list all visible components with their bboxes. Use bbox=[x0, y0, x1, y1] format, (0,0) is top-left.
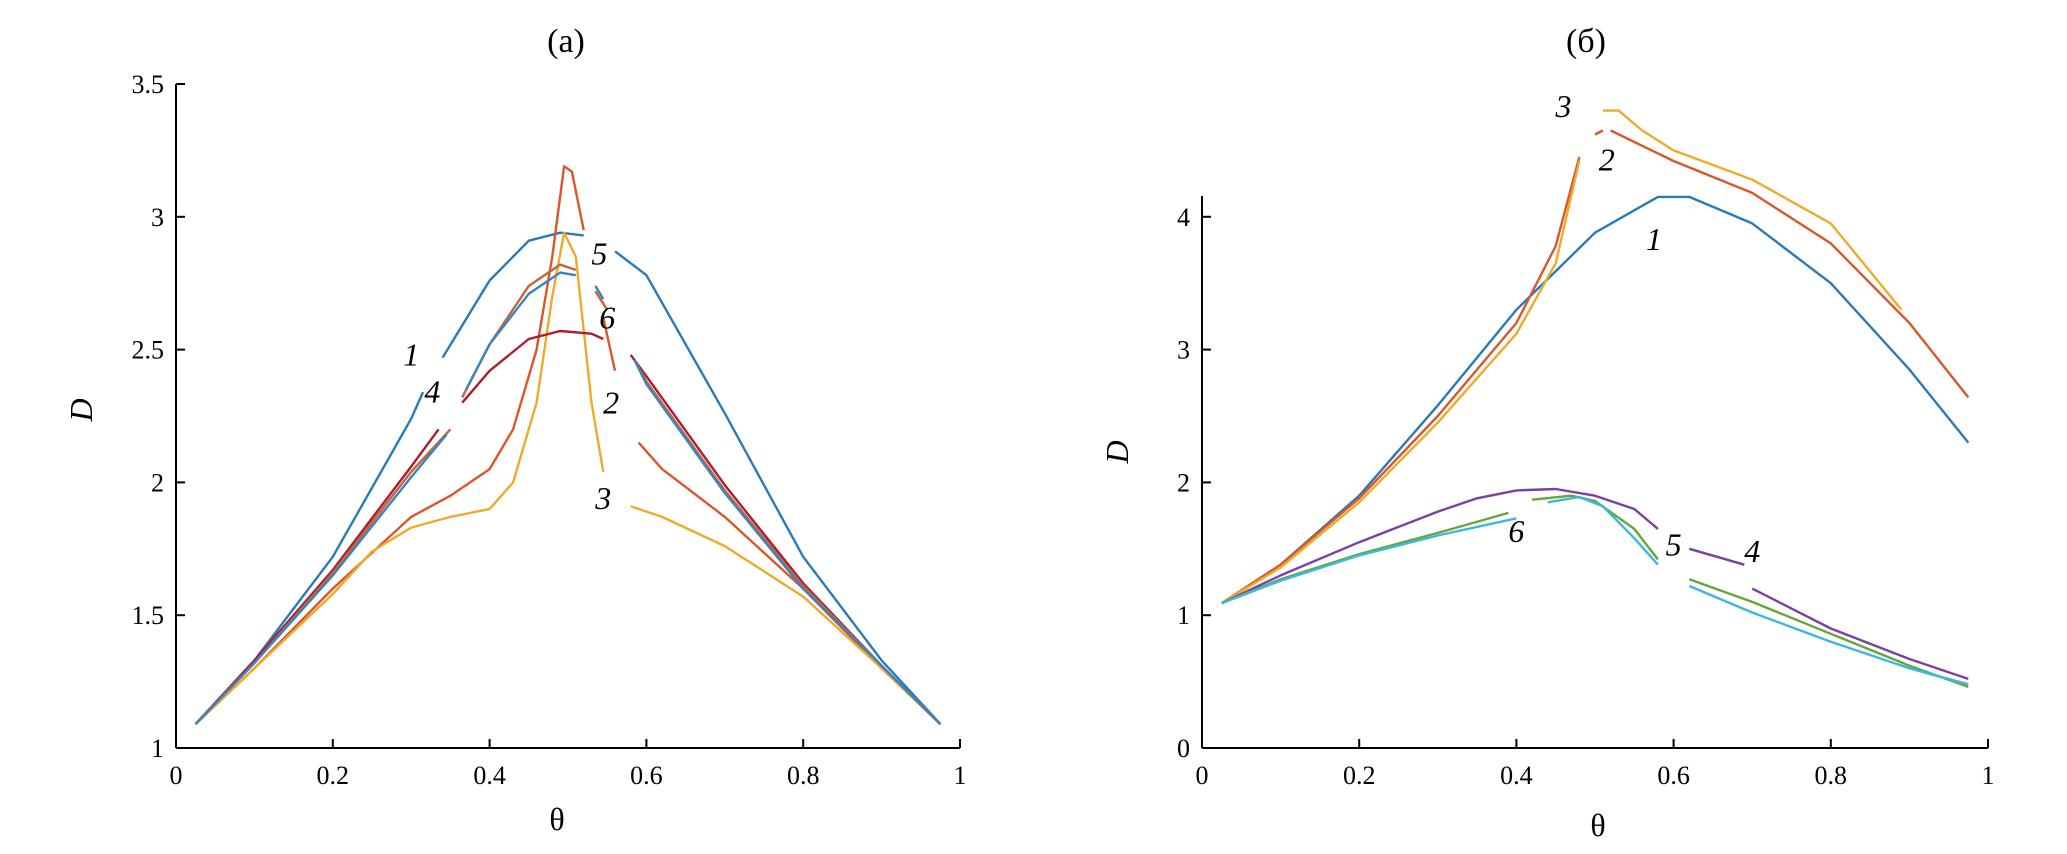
axes bbox=[175, 84, 960, 749]
x-tick-label: 0.4 bbox=[473, 761, 506, 790]
series-6-line bbox=[633, 359, 942, 725]
series-3-line bbox=[630, 505, 942, 725]
x-tick-label: 0.2 bbox=[317, 761, 350, 790]
series-2-line bbox=[1610, 129, 1970, 399]
series-3-line bbox=[1602, 109, 1903, 311]
x-tick-label: 0.6 bbox=[1657, 761, 1690, 790]
series-5-line bbox=[1688, 578, 1969, 689]
series-4-line bbox=[629, 354, 942, 725]
curve-label: 4 bbox=[1744, 533, 1760, 569]
curve-label: 6 bbox=[1508, 513, 1524, 549]
series-6-line bbox=[194, 433, 448, 725]
curve-labels: 1 2 3 4 5 6 bbox=[403, 236, 619, 516]
plot-series bbox=[194, 165, 942, 725]
y-tick-label: 3.5 bbox=[132, 70, 165, 99]
series-4-line bbox=[1221, 487, 1659, 605]
y-tick-label: 3 bbox=[151, 203, 164, 232]
curve-label: 5 bbox=[1666, 526, 1682, 562]
series-2-line bbox=[602, 317, 617, 372]
y-axis-title: D bbox=[1099, 440, 1135, 464]
x-tick-label: 0.8 bbox=[787, 761, 820, 790]
y-tick-label: 2 bbox=[1177, 468, 1190, 497]
x-tick-label: 0.6 bbox=[630, 761, 663, 790]
y-tick-label: 2.5 bbox=[132, 336, 165, 365]
x-tick-label: 0 bbox=[170, 761, 183, 790]
y-tick-label: 3 bbox=[1177, 336, 1190, 365]
series-1-line bbox=[1221, 195, 1970, 605]
series-6-line bbox=[1688, 584, 1969, 686]
series-6-line bbox=[1547, 495, 1659, 566]
curve-label: 3 bbox=[1555, 88, 1572, 124]
axes bbox=[1201, 196, 1988, 749]
series-2-line bbox=[194, 165, 585, 725]
x-axis-ticks: 0 0.2 0.4 0.6 0.8 1 bbox=[1196, 739, 1995, 790]
curve-label: 3 bbox=[594, 480, 611, 516]
series-4-line bbox=[194, 428, 440, 725]
series-5-line bbox=[594, 290, 609, 311]
y-tick-label: 4 bbox=[1177, 203, 1190, 232]
x-tick-label: 0.2 bbox=[1343, 761, 1376, 790]
series-6-line bbox=[1221, 517, 1517, 605]
series-5-line bbox=[1221, 511, 1509, 605]
x-tick-label: 0.4 bbox=[1500, 761, 1533, 790]
series-4-line bbox=[1751, 587, 1969, 681]
y-tick-label: 0 bbox=[1177, 734, 1190, 763]
chart-panel-a: (а) θ D 0 0.2 0.4 0.6 0.8 1 1 1.5 2 2.5 3 3.5 1 2 3 4… bbox=[63, 23, 967, 837]
x-axis-title: θ bbox=[549, 801, 564, 837]
x-axis-title: θ bbox=[1590, 807, 1605, 843]
curve-label: 4 bbox=[424, 374, 440, 410]
series-6-line bbox=[594, 285, 605, 300]
y-axis-title: D bbox=[63, 398, 99, 422]
x-tick-label: 0 bbox=[1196, 761, 1209, 790]
series-3-line bbox=[194, 231, 605, 725]
x-tick-label: 1 bbox=[954, 761, 967, 790]
y-tick-label: 1 bbox=[1177, 601, 1190, 630]
y-tick-label: 1.5 bbox=[132, 601, 165, 630]
y-tick-label: 1 bbox=[151, 734, 164, 763]
curve-label: 1 bbox=[403, 337, 419, 373]
plot-series bbox=[1221, 109, 1970, 689]
chart-title: (а) bbox=[547, 23, 585, 60]
y-axis-ticks: 0 1 2 3 4 bbox=[1177, 203, 1211, 763]
curve-label: 2 bbox=[1599, 141, 1615, 177]
x-axis-ticks: 0 0.2 0.4 0.6 0.8 1 bbox=[170, 739, 967, 790]
x-tick-label: 1 bbox=[1982, 761, 1995, 790]
series-4-line bbox=[1688, 547, 1745, 566]
series-1-line bbox=[614, 250, 942, 725]
curve-label: 5 bbox=[591, 236, 607, 272]
series-2-line bbox=[1594, 129, 1604, 136]
series-1-line bbox=[441, 231, 584, 359]
series-1-line bbox=[194, 391, 425, 725]
x-tick-label: 0.8 bbox=[1815, 761, 1848, 790]
series-4-line bbox=[461, 329, 604, 404]
curve-label: 2 bbox=[603, 384, 619, 420]
chart-title: (б) bbox=[1566, 23, 1606, 60]
y-tick-label: 2 bbox=[151, 468, 164, 497]
series-2-line bbox=[1221, 156, 1581, 605]
curve-label: 6 bbox=[599, 299, 615, 335]
series-6-line bbox=[465, 271, 576, 390]
series-5-line bbox=[633, 359, 942, 725]
curve-label: 1 bbox=[1646, 221, 1662, 257]
series-5-line bbox=[1531, 494, 1659, 561]
y-axis-ticks: 1 1.5 2 2.5 3 3.5 bbox=[132, 70, 185, 763]
series-5-line bbox=[194, 428, 452, 725]
series-3-line bbox=[1221, 160, 1581, 605]
